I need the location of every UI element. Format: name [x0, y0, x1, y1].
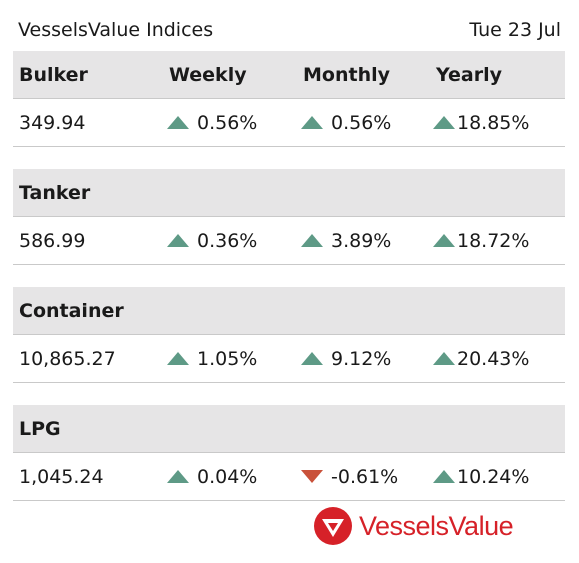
up-arrow-icon — [167, 116, 189, 129]
monthly-change: -0.61% — [297, 466, 431, 488]
up-arrow-icon — [167, 234, 189, 247]
up-arrow-icon — [301, 352, 323, 365]
logo-text: VesselsValue — [359, 510, 514, 541]
index-header-row: Bulker Weekly Monthly Yearly — [13, 51, 565, 99]
yearly-change: 18.85% — [431, 112, 565, 134]
index-block-bulker: Bulker Weekly Monthly Yearly 349.94 0.56… — [13, 51, 565, 147]
weekly-change: 0.36% — [163, 230, 297, 252]
index-value-row: 586.99 0.36% 3.89% 18.72% — [13, 217, 565, 265]
indices-tables: Bulker Weekly Monthly Yearly 349.94 0.56… — [13, 51, 565, 523]
up-arrow-icon — [167, 470, 189, 483]
yearly-change-text: 10.24% — [457, 465, 530, 488]
yearly-change: 20.43% — [431, 348, 565, 370]
up-arrow-icon — [167, 352, 189, 365]
monthly-change: 0.56% — [297, 112, 431, 134]
up-arrow-icon — [433, 470, 455, 483]
indices-title: VesselsValue Indices — [18, 19, 214, 41]
weekly-change-text: 1.05% — [197, 347, 258, 370]
indices-header: VesselsValue Indices Tue 23 Jul — [18, 18, 561, 42]
column-monthly: Monthly — [303, 63, 390, 86]
index-name: Tanker — [19, 181, 91, 204]
index-name: Bulker — [19, 63, 88, 86]
index-block-tanker: Tanker 586.99 0.36% 3.89% 18.72% — [13, 169, 565, 265]
monthly-change-text: 9.12% — [331, 347, 392, 370]
weekly-change-text: 0.36% — [197, 229, 258, 252]
index-block-lpg: LPG 1,045.24 0.04% -0.61% 10.24% — [13, 405, 565, 501]
up-arrow-icon — [301, 234, 323, 247]
weekly-change: 0.04% — [163, 466, 297, 488]
up-arrow-icon — [433, 234, 455, 247]
yearly-change-text: 18.85% — [457, 111, 530, 134]
vesselsvalue-logo[interactable]: VesselsValue — [313, 506, 514, 546]
monthly-change-text: -0.61% — [331, 465, 399, 488]
index-header-row: Container — [13, 287, 565, 335]
up-arrow-icon — [301, 116, 323, 129]
index-value-row: 349.94 0.56% 0.56% 18.85% — [13, 99, 565, 147]
index-value: 10,865.27 — [19, 347, 116, 370]
column-yearly: Yearly — [436, 63, 502, 86]
weekly-change-text: 0.04% — [197, 465, 258, 488]
down-arrow-icon — [301, 470, 323, 483]
weekly-change: 1.05% — [163, 348, 297, 370]
yearly-change: 18.72% — [431, 230, 565, 252]
up-arrow-icon — [433, 352, 455, 365]
index-name: LPG — [19, 417, 61, 440]
column-weekly: Weekly — [169, 63, 247, 86]
up-arrow-icon — [433, 116, 455, 129]
index-header-row: Tanker — [13, 169, 565, 217]
monthly-change-text: 3.89% — [331, 229, 392, 252]
yearly-change-text: 20.43% — [457, 347, 530, 370]
index-value-row: 1,045.24 0.04% -0.61% 10.24% — [13, 453, 565, 501]
index-value: 1,045.24 — [19, 465, 104, 488]
index-header-row: LPG — [13, 405, 565, 453]
yearly-change-text: 18.72% — [457, 229, 530, 252]
index-name: Container — [19, 299, 124, 322]
weekly-change-text: 0.56% — [197, 111, 258, 134]
index-value-row: 10,865.27 1.05% 9.12% 20.43% — [13, 335, 565, 383]
monthly-change: 9.12% — [297, 348, 431, 370]
indices-date: Tue 23 Jul — [469, 19, 561, 41]
vesselsvalue-logo-icon — [314, 507, 352, 545]
index-block-container: Container 10,865.27 1.05% 9.12% 20.43% — [13, 287, 565, 383]
index-value: 586.99 — [19, 229, 86, 252]
yearly-change: 10.24% — [431, 466, 565, 488]
monthly-change: 3.89% — [297, 230, 431, 252]
index-value: 349.94 — [19, 111, 86, 134]
weekly-change: 0.56% — [163, 112, 297, 134]
monthly-change-text: 0.56% — [331, 111, 392, 134]
